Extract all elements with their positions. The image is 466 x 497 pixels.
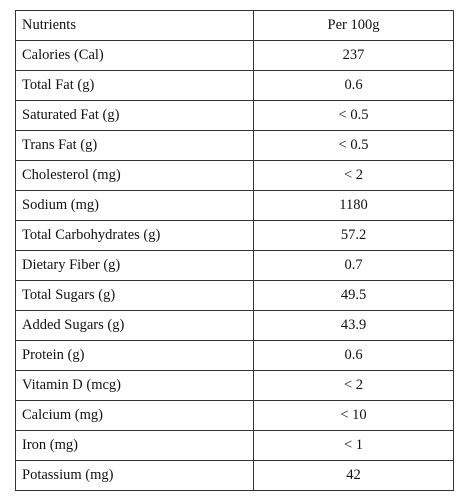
nutrient-value: < 0.5 <box>253 130 454 161</box>
nutrition-table: Nutrients Per 100g Calories (Cal) 237 Tot… <box>15 10 454 491</box>
nutrient-value: 42 <box>253 460 454 491</box>
nutrient-name: Calories (Cal) <box>15 40 254 71</box>
nutrient-name: Dietary Fiber (g) <box>15 250 254 281</box>
table-row: Total Carbohydrates (g) 57.2 <box>15 220 454 251</box>
nutrient-value: < 2 <box>253 370 454 401</box>
nutrient-value: 57.2 <box>253 220 454 251</box>
nutrient-name: Total Sugars (g) <box>15 280 254 311</box>
table-row: Iron (mg) < 1 <box>15 430 454 461</box>
nutrient-value: 0.6 <box>253 70 454 101</box>
nutrient-value: 0.7 <box>253 250 454 281</box>
nutrient-name: Iron (mg) <box>15 430 254 461</box>
nutrient-value: < 2 <box>253 160 454 191</box>
table-row: Dietary Fiber (g) 0.7 <box>15 250 454 281</box>
nutrient-name: Calcium (mg) <box>15 400 254 431</box>
nutrient-name: Saturated Fat (g) <box>15 100 254 131</box>
table-row: Potassium (mg) 42 <box>15 460 454 491</box>
table-row: Sodium (mg) 1180 <box>15 190 454 221</box>
nutrient-name: Trans Fat (g) <box>15 130 254 161</box>
nutrient-value: < 0.5 <box>253 100 454 131</box>
column-header-nutrients: Nutrients <box>15 10 254 41</box>
table-row: Added Sugars (g) 43.9 <box>15 310 454 341</box>
table-body: Calories (Cal) 237 Total Fat (g) 0.6 Satur… <box>15 40 454 491</box>
table-row: Total Fat (g) 0.6 <box>15 70 454 101</box>
nutrient-value: 1180 <box>253 190 454 221</box>
table-row: Trans Fat (g) < 0.5 <box>15 130 454 161</box>
nutrient-name: Sodium (mg) <box>15 190 254 221</box>
nutrient-name: Protein (g) <box>15 340 254 371</box>
nutrient-value: 0.6 <box>253 340 454 371</box>
nutrient-name: Total Carbohydrates (g) <box>15 220 254 251</box>
table-row: Total Sugars (g) 49.5 <box>15 280 454 311</box>
nutrient-value: < 1 <box>253 430 454 461</box>
table-row: Cholesterol (mg) < 2 <box>15 160 454 191</box>
nutrient-name: Vitamin D (mcg) <box>15 370 254 401</box>
table-row: Saturated Fat (g) < 0.5 <box>15 100 454 131</box>
nutrient-value: < 10 <box>253 400 454 431</box>
table-row: Protein (g) 0.6 <box>15 340 454 371</box>
table-row: Vitamin D (mcg) < 2 <box>15 370 454 401</box>
nutrient-name: Cholesterol (mg) <box>15 160 254 191</box>
table-row: Calcium (mg) < 10 <box>15 400 454 431</box>
column-header-per-100g: Per 100g <box>253 10 454 41</box>
nutrient-name: Total Fat (g) <box>15 70 254 101</box>
nutrition-table-container: Nutrients Per 100g Calories (Cal) 237 Tot… <box>15 10 454 491</box>
nutrient-name: Added Sugars (g) <box>15 310 254 341</box>
nutrient-value: 237 <box>253 40 454 71</box>
nutrient-value: 43.9 <box>253 310 454 341</box>
nutrient-value: 49.5 <box>253 280 454 311</box>
table-header-row: Nutrients Per 100g <box>15 10 454 41</box>
nutrient-name: Potassium (mg) <box>15 460 254 491</box>
table-row: Calories (Cal) 237 <box>15 40 454 71</box>
